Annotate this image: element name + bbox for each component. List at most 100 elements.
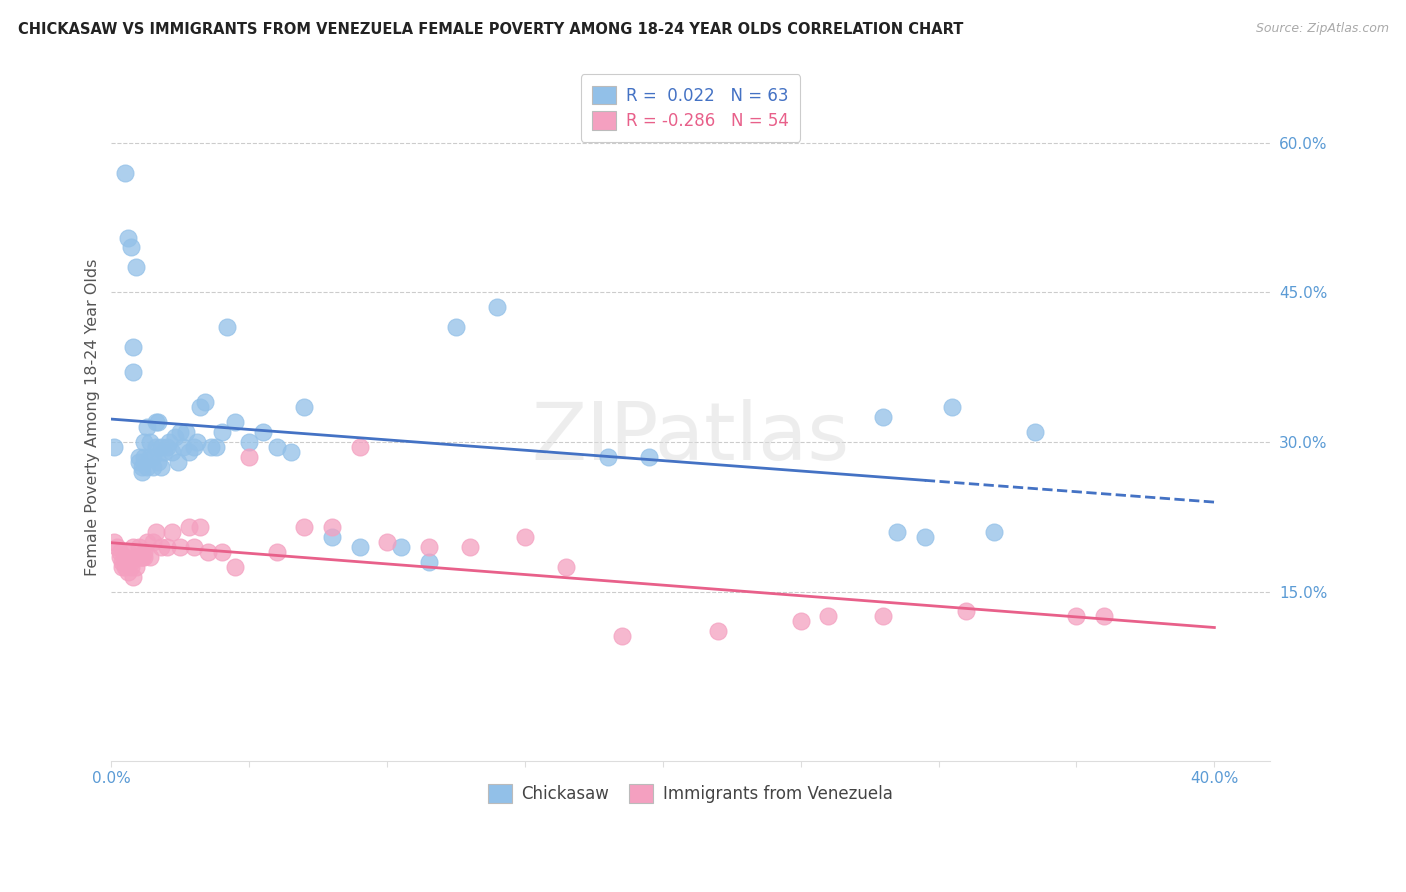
Point [1092, 609, 1115, 624]
Point [120, 240, 142, 254]
Point [188, 400, 211, 414]
Point [872, 609, 894, 624]
Point [418, 555, 440, 569]
Point [188, 519, 211, 533]
Point [150, 459, 173, 474]
Point [145, 524, 167, 539]
Point [160, 445, 183, 459]
Point [914, 530, 936, 544]
Point [211, 425, 233, 439]
Point [148, 455, 170, 469]
Point [134, 549, 156, 564]
Point [148, 415, 170, 429]
Point [150, 440, 173, 454]
Point [707, 624, 730, 639]
Point [172, 440, 194, 454]
Point [349, 440, 371, 454]
Point [134, 434, 156, 449]
Point [174, 425, 197, 439]
Point [136, 459, 159, 474]
Point [375, 534, 398, 549]
Y-axis label: Female Poverty Among 18-24 Year Olds: Female Poverty Among 18-24 Year Olds [86, 259, 100, 575]
Point [280, 445, 302, 459]
Point [128, 540, 150, 554]
Legend: Chickasaw, Immigrants from Venezuela: Chickasaw, Immigrants from Venezuela [477, 772, 904, 814]
Point [418, 540, 440, 554]
Point [125, 260, 148, 275]
Point [120, 559, 142, 574]
Point [389, 540, 412, 554]
Point [596, 450, 619, 464]
Point [142, 450, 165, 464]
Point [120, 555, 142, 569]
Point [444, 320, 467, 334]
Point [136, 420, 159, 434]
Point [142, 534, 165, 549]
Point [886, 524, 908, 539]
Point [114, 166, 136, 180]
Point [122, 540, 145, 554]
Point [872, 410, 894, 425]
Point [108, 544, 131, 558]
Point [790, 615, 813, 629]
Point [555, 559, 578, 574]
Point [200, 440, 222, 454]
Point [128, 450, 150, 464]
Point [139, 549, 162, 564]
Point [183, 540, 205, 554]
Point [122, 569, 145, 583]
Point [169, 540, 191, 554]
Point [183, 440, 205, 454]
Point [638, 450, 661, 464]
Point [131, 459, 153, 474]
Point [955, 605, 977, 619]
Text: Source: ZipAtlas.com: Source: ZipAtlas.com [1256, 22, 1389, 36]
Point [194, 395, 217, 409]
Point [211, 544, 233, 558]
Point [114, 549, 136, 564]
Text: ZIPatlas: ZIPatlas [531, 399, 849, 476]
Point [349, 540, 371, 554]
Point [321, 519, 343, 533]
Point [136, 534, 159, 549]
Point [817, 609, 839, 624]
Point [983, 524, 1005, 539]
Point [266, 544, 288, 558]
Point [117, 565, 139, 579]
Point [166, 455, 188, 469]
Point [128, 455, 150, 469]
Point [610, 629, 633, 643]
Point [111, 555, 134, 569]
Point [177, 445, 200, 459]
Point [131, 549, 153, 564]
Point [160, 524, 183, 539]
Point [321, 530, 343, 544]
Point [294, 400, 316, 414]
Point [513, 530, 536, 544]
Point [266, 440, 288, 454]
Point [103, 440, 125, 454]
Point [177, 519, 200, 533]
Point [117, 544, 139, 558]
Point [134, 450, 156, 464]
Point [139, 434, 162, 449]
Point [186, 434, 208, 449]
Point [1024, 425, 1046, 439]
Point [128, 549, 150, 564]
Point [145, 415, 167, 429]
Point [486, 301, 509, 315]
Point [224, 559, 246, 574]
Point [252, 425, 274, 439]
Point [155, 540, 177, 554]
Point [131, 549, 153, 564]
Point [105, 540, 128, 554]
Point [294, 519, 316, 533]
Point [108, 549, 131, 564]
Point [224, 415, 246, 429]
Point [1066, 609, 1088, 624]
Point [205, 440, 228, 454]
Point [114, 559, 136, 574]
Point [163, 430, 186, 444]
Point [150, 540, 173, 554]
Point [153, 445, 176, 459]
